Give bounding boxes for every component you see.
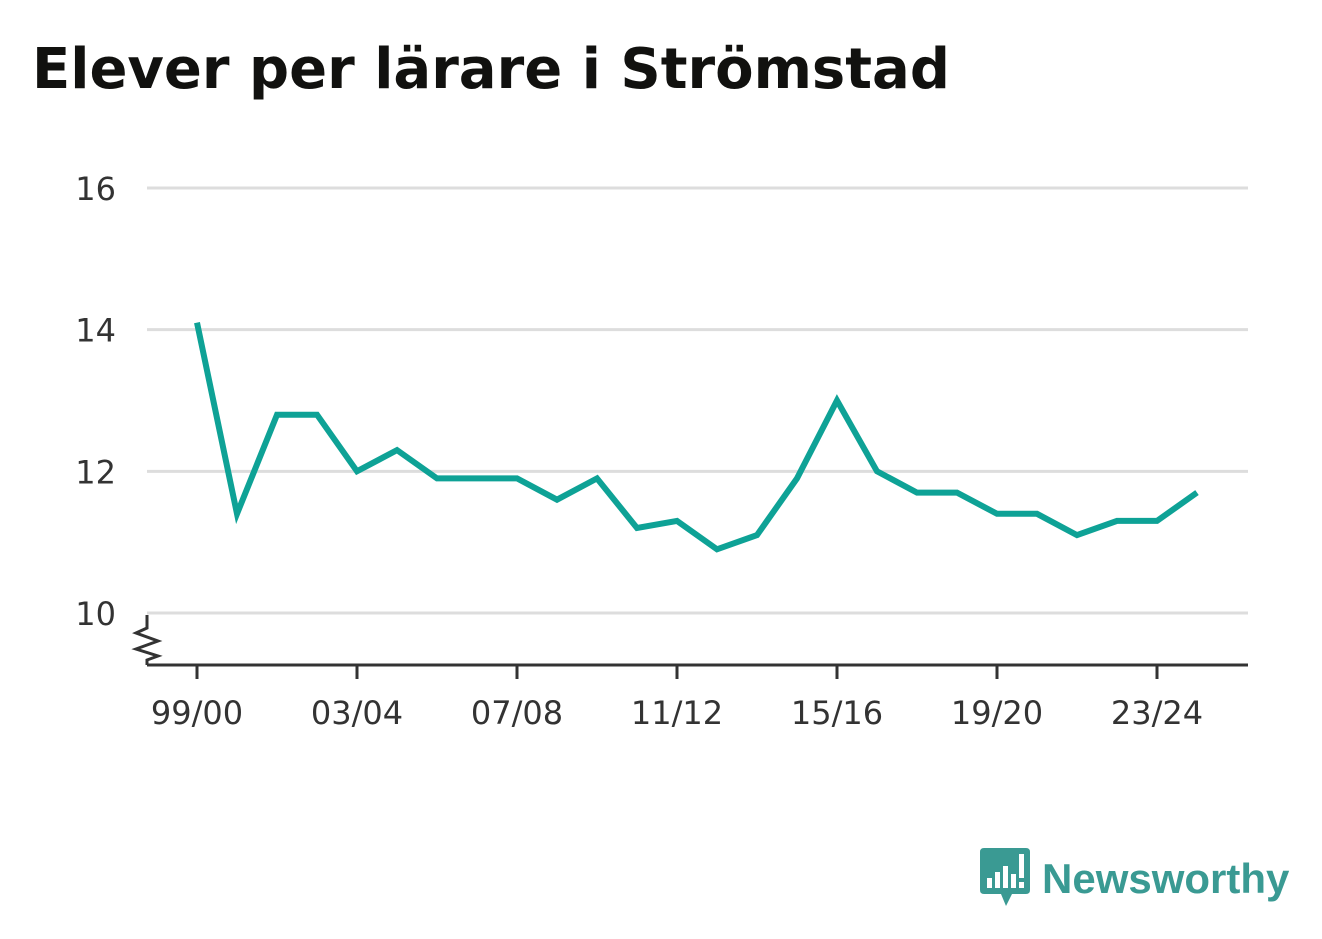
data-point-05/06 <box>434 475 440 481</box>
data-point-13/14 <box>754 532 760 538</box>
y-tick-label: 10 <box>75 595 116 633</box>
data-point-23/24 <box>1154 518 1160 524</box>
x-tick-label: 15/16 <box>791 694 883 732</box>
data-point-16/17 <box>874 468 880 474</box>
data-point-03/04 <box>354 468 360 474</box>
data-point-14/15 <box>794 475 800 481</box>
data-point-99/00 <box>194 320 200 326</box>
x-tick-label: 99/00 <box>151 694 243 732</box>
data-point-04/05 <box>394 447 400 453</box>
axes <box>131 615 1248 679</box>
data-point-06/07 <box>474 475 480 481</box>
data-point-07/08 <box>514 475 520 481</box>
brand-name: Newsworthy <box>1042 855 1290 902</box>
data-point-00/01 <box>234 511 240 517</box>
data-point-24/25 <box>1194 490 1200 496</box>
gridlines <box>147 186 1248 615</box>
y-tick-label: 14 <box>75 312 116 350</box>
series-layer <box>194 320 1200 553</box>
y-tick-label: 12 <box>75 453 116 491</box>
data-point-19/20 <box>994 511 1000 517</box>
x-tick-label: 03/04 <box>311 694 403 732</box>
data-point-02/03 <box>314 412 320 418</box>
data-point-18/19 <box>954 490 960 496</box>
data-point-20/21 <box>1034 511 1040 517</box>
data-point-15/16 <box>834 398 840 404</box>
brand-logo: Newsworthy <box>980 848 1289 910</box>
data-point-21/22 <box>1074 532 1080 538</box>
tick-labels: 10 12 14 16 99/00 03/04 07/08 11/12 15/16 19/20 23… <box>75 170 1203 732</box>
x-tick-label: 11/12 <box>631 694 723 732</box>
data-point-10/11 <box>634 525 640 531</box>
data-point-12/13 <box>714 546 720 552</box>
series-line-0 <box>194 321 1199 553</box>
chart-title: Elever per lärare i Strömstad <box>32 37 950 102</box>
x-tick-label: 19/20 <box>951 694 1043 732</box>
data-point-11/12 <box>674 518 680 524</box>
x-tick-label: 23/24 <box>1111 694 1203 732</box>
y-tick-label: 16 <box>75 170 116 208</box>
x-tick-label: 07/08 <box>471 694 563 732</box>
y-axis-break <box>131 615 163 665</box>
data-point-09/10 <box>594 475 600 481</box>
data-point-08/09 <box>554 497 560 503</box>
data-point-22/23 <box>1114 518 1120 524</box>
data-point-01/02 <box>274 412 280 418</box>
data-point-17/18 <box>914 490 920 496</box>
newsworthy-logo-icon <box>980 848 1030 906</box>
